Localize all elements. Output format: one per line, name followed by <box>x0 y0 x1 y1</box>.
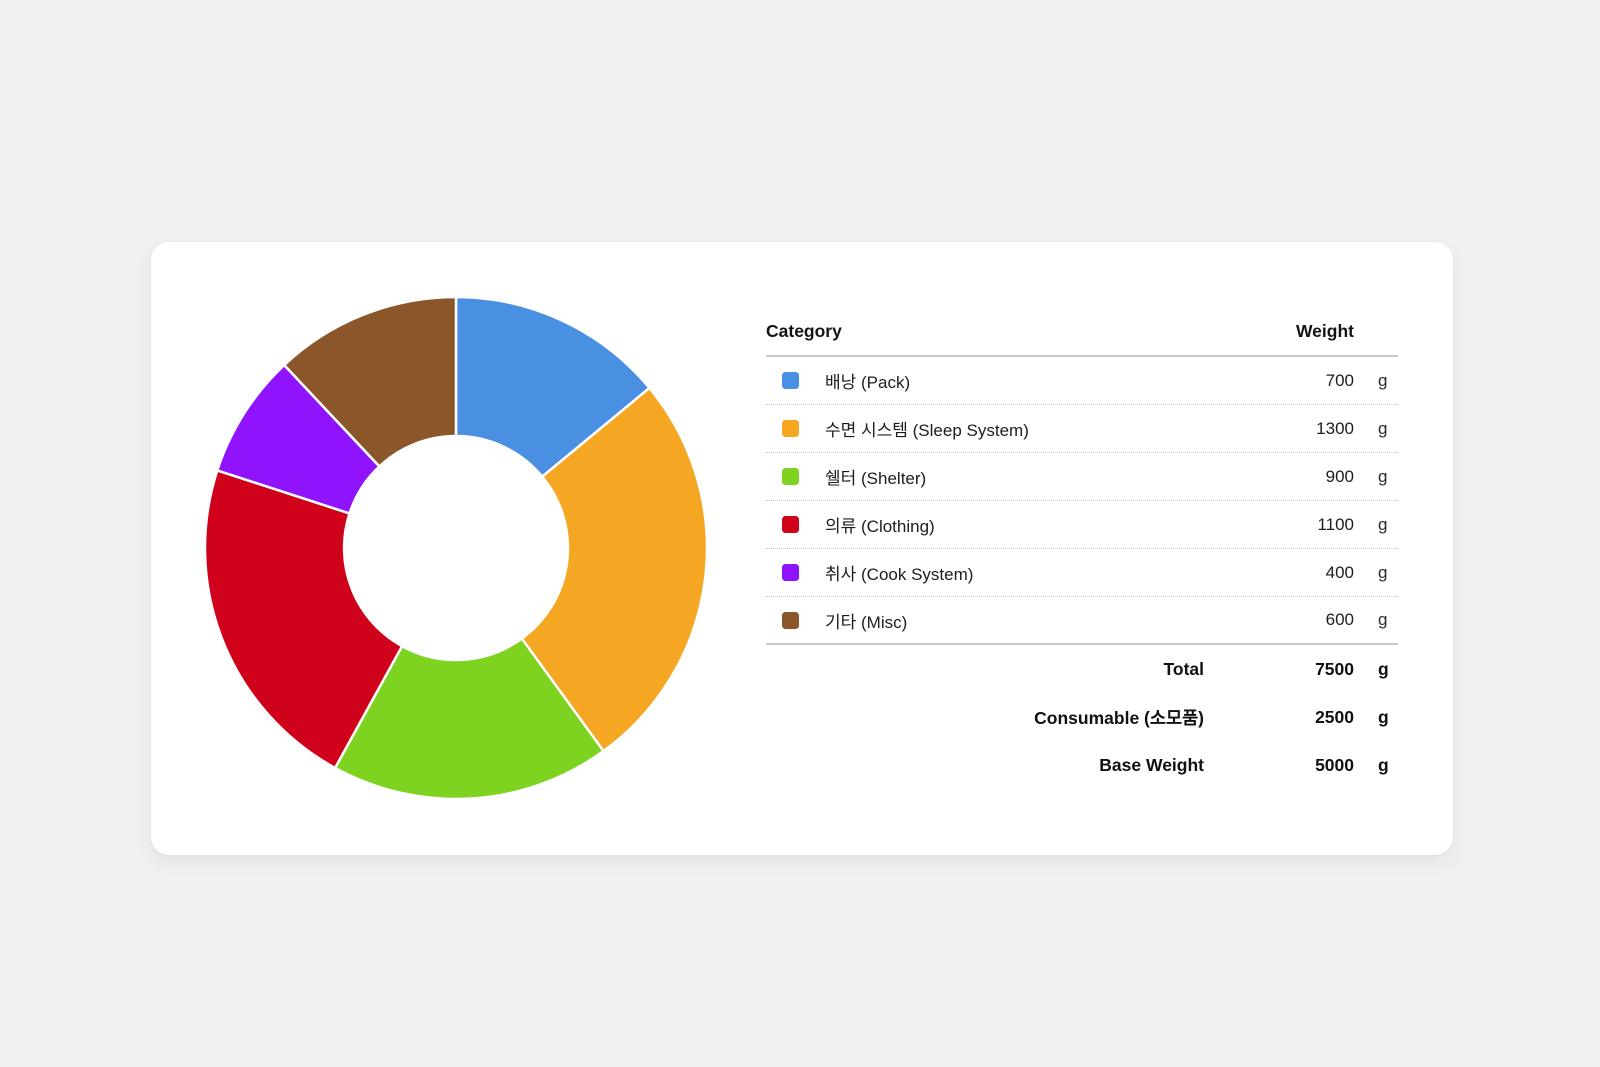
category-label: 취사 (Cook System) <box>825 565 974 584</box>
table-row-misc: 기타 (Misc) 600 g <box>766 597 1398 645</box>
pack-weight-card: Category Weight 배낭 (Pack) 700 g 수면 시스템 (… <box>151 242 1453 855</box>
category-column-header: Category <box>766 320 842 341</box>
base-weight-value: 5000 <box>1315 754 1354 775</box>
donut-segment-4 <box>203 469 404 770</box>
table-row-cook-system: 취사 (Cook System) 400 g <box>766 549 1398 597</box>
total-label: Total <box>1163 658 1204 679</box>
total-value: 7500 <box>1315 658 1354 679</box>
donut-segment-1 <box>454 295 651 478</box>
summary-row-total: Total 7500 g <box>766 645 1398 693</box>
weight-unit: g <box>1378 466 1388 486</box>
category-label: 쉘터 (Shelter) <box>825 469 927 488</box>
table-row-sleep-system: 수면 시스템 (Sleep System) 1300 g <box>766 405 1398 453</box>
donut-svg <box>203 295 709 801</box>
weight-value: 700 <box>1325 370 1354 390</box>
summary-row-base-weight: Base Weight 5000 g <box>766 741 1398 789</box>
pack-legend-swatch <box>782 372 799 389</box>
weight-unit: g <box>1378 418 1388 438</box>
weight-column-header: Weight <box>1295 320 1354 341</box>
category-label: 배낭 (Pack) <box>825 373 911 392</box>
misc-legend-swatch <box>782 611 799 629</box>
base-weight-label: Base Weight <box>1099 754 1204 775</box>
cook-system-legend-swatch <box>782 564 799 581</box>
summary-row-consumable: Consumable (소모품) 2500 g <box>766 693 1398 741</box>
weight-unit: g <box>1378 610 1388 629</box>
weight-donut-chart <box>200 292 712 804</box>
table-row-pack: 배낭 (Pack) 700 g <box>766 357 1398 405</box>
table-header-row: Category Weight <box>766 307 1398 357</box>
clothing-legend-swatch <box>782 516 799 533</box>
weight-value: 400 <box>1325 562 1354 582</box>
category-label: 수면 시스템 (Sleep System) <box>825 421 1029 440</box>
weight-value: 600 <box>1325 610 1354 629</box>
consumable-unit: g <box>1378 706 1389 727</box>
weight-unit: g <box>1378 562 1388 582</box>
weight-table: Category Weight 배낭 (Pack) 700 g 수면 시스템 (… <box>766 307 1398 789</box>
table-row-clothing: 의류 (Clothing) 1100 g <box>766 501 1398 549</box>
weight-value: 1100 <box>1317 514 1354 534</box>
category-label: 기타 (Misc) <box>825 612 908 632</box>
donut-segment-2 <box>520 386 709 753</box>
consumable-label: Consumable (소모품) <box>1034 707 1204 728</box>
sleep-system-legend-swatch <box>782 420 799 437</box>
donut-segment-3 <box>333 637 605 801</box>
base-weight-unit: g <box>1378 754 1389 775</box>
consumable-value: 2500 <box>1315 706 1354 727</box>
category-label: 의류 (Clothing) <box>825 517 935 536</box>
weight-unit: g <box>1378 514 1388 534</box>
weight-value: 900 <box>1325 466 1354 486</box>
table-row-shelter: 쉘터 (Shelter) 900 g <box>766 453 1398 501</box>
weight-value: 1300 <box>1316 418 1354 438</box>
weight-unit: g <box>1378 370 1388 390</box>
total-unit: g <box>1378 658 1389 679</box>
shelter-legend-swatch <box>782 468 799 485</box>
donut-segment-6 <box>282 295 458 468</box>
